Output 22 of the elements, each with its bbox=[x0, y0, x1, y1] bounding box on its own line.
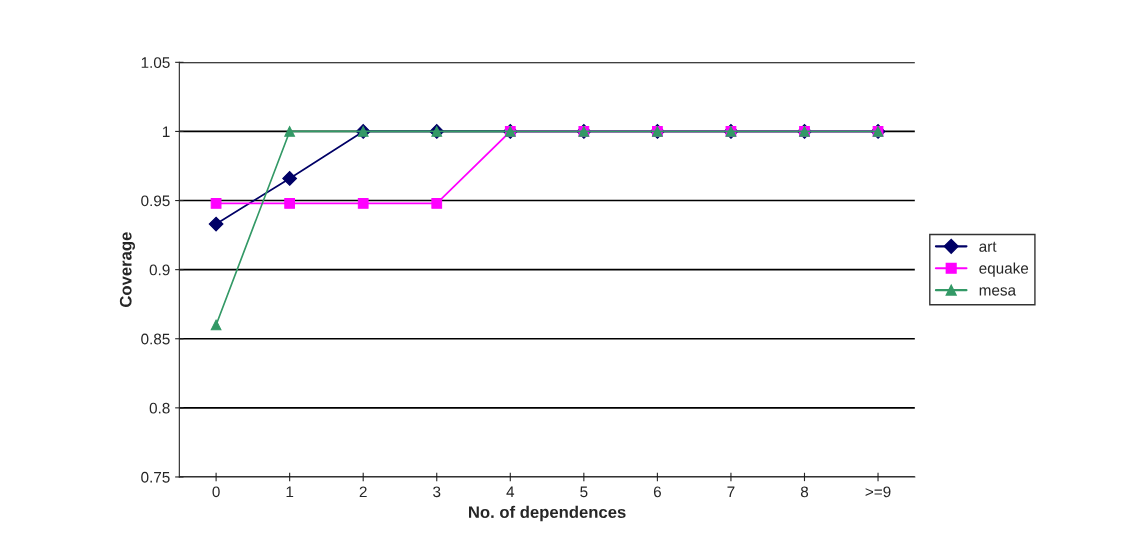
legend-label: equake bbox=[979, 262, 1029, 277]
x-tick-label: 4 bbox=[506, 486, 515, 498]
x-tick-label: 2 bbox=[359, 486, 367, 498]
x-tick-label: 6 bbox=[653, 486, 661, 498]
x-tick-label: 0 bbox=[212, 486, 220, 498]
y-tick-label: 0.8 bbox=[149, 402, 170, 414]
y-axis-title: Coverage bbox=[119, 232, 136, 307]
y-tick-label: 0.9 bbox=[149, 264, 170, 276]
x-tick-label: 3 bbox=[433, 486, 441, 498]
y-tick-label: 1.05 bbox=[141, 57, 170, 69]
x-tick-label: 7 bbox=[727, 486, 735, 498]
legend-label: art bbox=[979, 241, 997, 252]
x-tick-label: 1 bbox=[286, 486, 294, 498]
x-tick-label: 5 bbox=[580, 486, 588, 498]
legend-label: mesa bbox=[979, 287, 1017, 296]
y-tick-label: 0.95 bbox=[141, 195, 170, 207]
y-tick-label: 1 bbox=[162, 126, 170, 137]
y-tick-label: 0.85 bbox=[141, 333, 170, 345]
x-axis-title: No. of dependences bbox=[469, 505, 626, 522]
x-tick-label: >=9 bbox=[865, 486, 891, 498]
x-tick-label: 8 bbox=[800, 486, 809, 498]
y-tick-label: 0.75 bbox=[141, 471, 170, 483]
